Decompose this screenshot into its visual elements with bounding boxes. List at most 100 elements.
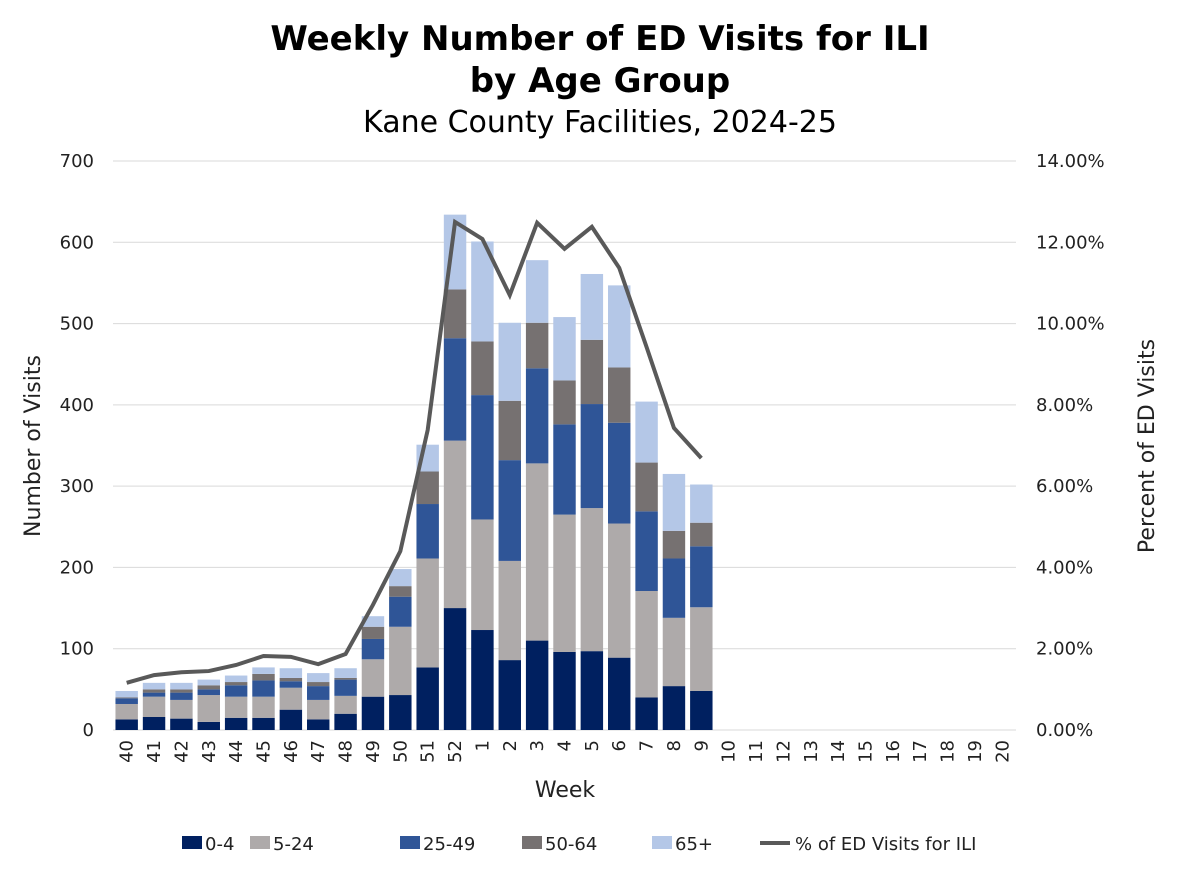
bar-segment-50-64 [635, 462, 658, 512]
bar-segment-25-49 [115, 698, 138, 704]
bar-segment-50-64 [142, 689, 166, 693]
y2-tick-label: 6.00% [1036, 476, 1093, 497]
bar-segment-25-49 [197, 689, 220, 696]
y2-tick-label: 0.00% [1036, 720, 1093, 741]
x-tick-label: 12 [773, 740, 794, 763]
bar-segment-5-24 [416, 558, 439, 668]
bar-segment-0-4 [307, 719, 330, 730]
x-tick-label: 17 [910, 740, 931, 763]
bar-segment-50-64 [279, 677, 303, 682]
bar-segment-0-4 [416, 667, 439, 730]
bar-segment-0-4 [361, 696, 385, 730]
bar-segment-0-4 [690, 690, 713, 730]
bar-segment-65+ [662, 473, 686, 531]
bar-segment-25-49 [471, 395, 494, 520]
bar-segment-5-24 [580, 508, 604, 652]
bar-segment-25-49 [361, 638, 385, 660]
bar-segment-65+ [553, 317, 576, 381]
x-tick-label: 1 [472, 740, 493, 751]
bar-segment-0-4 [498, 660, 521, 730]
bar-segment-65+ [334, 668, 357, 678]
x-tick-label: 10 [719, 740, 740, 763]
bar-segment-25-49 [662, 558, 686, 618]
x-tick-label: 4 [555, 740, 576, 751]
x-tick-label: 20 [992, 740, 1013, 763]
pct-line-layer [126, 218, 703, 685]
bar-segment-65+ [252, 667, 275, 674]
bar-segment-5-24 [142, 696, 166, 717]
bar-segment-5-24 [252, 696, 275, 718]
y-tick-label: 300 [60, 476, 94, 497]
bar-segment-0-4 [635, 697, 658, 730]
bar-segment-25-49 [252, 680, 275, 697]
bar-segment-50-64 [361, 626, 385, 639]
x-tick-label: 16 [883, 740, 904, 763]
bar-segment-50-64 [662, 530, 686, 559]
bar-segment-5-24 [279, 687, 303, 710]
y-tick-label: 400 [60, 395, 94, 416]
legend: 0-4 5-24 25-49 50-64 65+ % of ED Visits for I… [182, 834, 976, 855]
bar-segment-50-64 [252, 673, 275, 681]
bar-segment-25-49 [498, 460, 521, 561]
y-tick-label: 500 [60, 314, 94, 335]
bar-segment-0-4 [389, 695, 412, 730]
bar-segment-5-24 [553, 514, 576, 652]
bar-segment-65+ [498, 322, 521, 401]
bar-segment-5-24 [662, 617, 686, 687]
y-tick-label: 600 [60, 232, 94, 253]
y2-tick-label: 12.00% [1036, 232, 1105, 253]
bar-segment-0-4 [142, 716, 166, 730]
legend-label-0-4: 0-4 [205, 834, 234, 855]
x-tick-label: 14 [828, 740, 849, 763]
x-tick-label: 7 [637, 740, 658, 751]
bar-segment-5-24 [635, 591, 658, 698]
bar-segment-25-49 [334, 679, 357, 696]
x-tick-label: 18 [938, 740, 959, 763]
bar-segment-0-4 [334, 713, 357, 730]
bar-segment-65+ [525, 260, 549, 323]
bar-segment-50-64 [553, 380, 576, 425]
x-tick-label: 15 [856, 740, 877, 763]
x-axis-title: Week [535, 778, 596, 803]
bar-segment-25-49 [389, 596, 412, 627]
bar-segment-0-4 [525, 640, 549, 730]
bar-segment-25-49 [142, 692, 166, 697]
bar-segment-0-4 [115, 719, 138, 730]
bar-segment-0-4 [662, 686, 686, 730]
bar-segment-50-64 [170, 689, 193, 693]
x-tick-label: 3 [527, 740, 548, 751]
bar-segment-25-49 [635, 511, 658, 592]
bar-segment-5-24 [115, 703, 138, 720]
bar-segment-50-64 [608, 367, 631, 423]
bar-segment-50-64 [443, 289, 467, 339]
bar-segment-0-4 [553, 651, 576, 730]
bar-segment-65+ [142, 682, 166, 690]
bar-segment-5-24 [690, 607, 713, 691]
x-tick-label: 43 [199, 740, 220, 763]
bar-segment-0-4 [252, 717, 275, 730]
bar-segment-5-24 [471, 519, 494, 631]
legend-swatch-65+ [652, 836, 672, 849]
y2-axis-ticks: 0.00% 2.00% 4.00% 6.00% 8.00% 10.00% 12.00% 14.… [1036, 151, 1105, 741]
bar-segment-65+ [389, 569, 412, 587]
bar-segment-5-24 [170, 699, 193, 719]
bar-segment-25-49 [170, 692, 193, 700]
bar-segment-25-49 [416, 504, 439, 559]
x-tick-label: 6 [609, 740, 630, 751]
legend-swatch-50-64 [522, 836, 542, 849]
bar-segment-25-49 [443, 338, 467, 441]
bar-segment-25-49 [690, 546, 713, 608]
bar-segment-25-49 [279, 681, 303, 688]
bar-segment-0-4 [471, 630, 494, 730]
y-axis-ticks: 0 100 200 300 400 500 600 700 [60, 151, 94, 741]
bar-segment-50-64 [416, 471, 439, 505]
bar-segment-0-4 [608, 657, 631, 730]
x-tick-label: 52 [445, 740, 466, 763]
y-tick-label: 0 [83, 720, 94, 741]
bar-segment-25-49 [608, 422, 631, 524]
bar-segment-65+ [608, 285, 631, 368]
legend-label-25-49: 25-49 [423, 834, 475, 855]
bar-segment-25-49 [224, 685, 248, 697]
chart-subtitle: Kane County Facilities, 2024-25 [363, 105, 837, 140]
